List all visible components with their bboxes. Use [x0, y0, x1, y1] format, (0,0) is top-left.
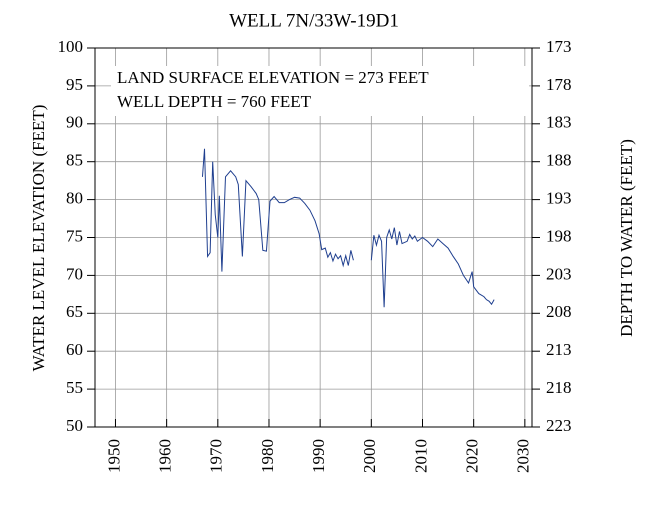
x-tick-label: 2020 — [463, 439, 482, 473]
y-tick-label: 70 — [66, 264, 83, 283]
y-tick-label: 50 — [66, 416, 83, 435]
annotation: LAND SURFACE ELEVATION = 273 FEET — [117, 68, 429, 87]
x-tick-label: 2010 — [411, 439, 430, 473]
y2-tick-label: 193 — [546, 189, 572, 208]
y2-tick-label: 173 — [546, 37, 572, 56]
data-line — [201, 148, 495, 308]
y2-axis-label: DEPTH TO WATER (FEET) — [617, 139, 636, 337]
y-tick-label: 55 — [66, 378, 83, 397]
y-tick-label: 75 — [66, 226, 83, 245]
y-tick-label: 100 — [58, 37, 84, 56]
x-tick-label: 1990 — [309, 439, 328, 473]
x-tick-label: 1980 — [258, 439, 277, 473]
x-tick-label: 1970 — [207, 439, 226, 473]
y-tick-label: 60 — [66, 340, 83, 359]
y-tick-label: 65 — [66, 302, 83, 321]
y2-tick-label: 208 — [546, 302, 572, 321]
y2-tick-label: 223 — [546, 416, 572, 435]
y2-tick-label: 183 — [546, 113, 572, 132]
y-tick-label: 80 — [66, 189, 83, 208]
y2-tick-label: 178 — [546, 75, 572, 94]
y2-tick-label: 188 — [546, 151, 572, 170]
y2-tick-label: 213 — [546, 340, 572, 359]
annotation: WELL DEPTH = 760 FEET — [117, 92, 312, 111]
x-tick-label: 1950 — [104, 439, 123, 473]
plot-frame — [94, 47, 533, 428]
y-tick-label: 95 — [66, 75, 83, 94]
y-tick-label: 90 — [66, 113, 83, 132]
annotation-box — [111, 66, 529, 116]
x-tick-label: 2030 — [514, 439, 533, 473]
y-axis-label: WATER LEVEL ELEVATION (FEET) — [29, 105, 48, 372]
y2-tick-label: 203 — [546, 264, 572, 283]
y2-tick-label: 218 — [546, 378, 572, 397]
y-tick-label: 85 — [66, 151, 83, 170]
y2-tick-label: 198 — [546, 226, 572, 245]
x-tick-label: 2000 — [360, 439, 379, 473]
x-tick-label: 1960 — [156, 439, 175, 473]
chart-title: WELL 7N/33W-19D1 — [229, 10, 399, 31]
